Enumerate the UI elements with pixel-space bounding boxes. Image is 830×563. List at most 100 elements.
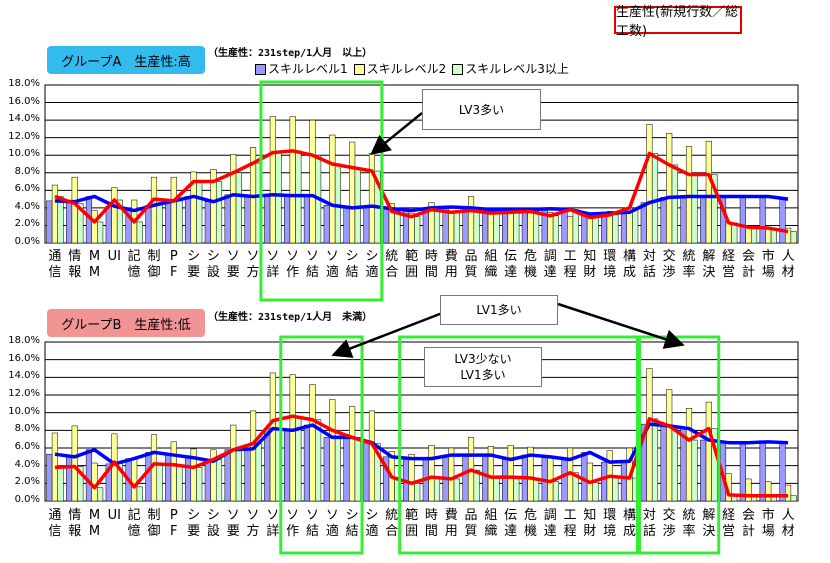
x-category-label: 危機: [523, 249, 537, 280]
bar-level3: [453, 478, 460, 502]
x-category-label: 範囲: [405, 249, 419, 280]
bar-level1: [640, 202, 647, 244]
bar-level3: [632, 207, 639, 244]
legend-item-level1: スキルレベル1: [255, 60, 348, 77]
y-tick-label: 0.0%: [14, 494, 40, 505]
bar-level3: [97, 487, 104, 502]
bar-level3: [513, 476, 520, 502]
bar-level3: [513, 212, 520, 244]
bar-level2: [666, 389, 673, 502]
bar-level1: [779, 198, 786, 244]
line-level3: [54, 149, 789, 234]
bar-level3: [651, 418, 659, 502]
bar-level3: [215, 181, 223, 244]
x-category-label: ソ適: [325, 249, 339, 280]
bar-level2: [91, 210, 98, 244]
bar-level2: [487, 211, 494, 244]
bar-level1: [224, 449, 231, 502]
bar-level1: [482, 209, 489, 244]
bar-level3: [473, 469, 480, 502]
x-category-label: MM: [88, 508, 101, 539]
bar-level2: [170, 441, 177, 502]
legend-swatch-level2: [353, 64, 365, 75]
bar-level1: [165, 454, 172, 502]
bar-level1: [700, 439, 707, 502]
x-category-label: UI: [107, 249, 122, 264]
bar-level2: [309, 384, 316, 502]
bar-level3: [592, 482, 599, 502]
highlight-box: [398, 335, 641, 555]
line-level3: [54, 414, 789, 498]
x-category-label: シ適: [365, 249, 379, 280]
bar-level2: [111, 187, 118, 244]
bar-level1: [462, 207, 469, 244]
bar-level2: [269, 116, 276, 244]
bar-level1: [620, 461, 628, 502]
x-category-label: 人材: [781, 508, 795, 539]
bar-level1: [165, 200, 172, 244]
x-category-label: UI: [107, 508, 122, 523]
x-category-label: MM: [88, 249, 101, 280]
x-category-label: 調達: [543, 508, 557, 539]
x-category-label: ソ結: [305, 508, 319, 539]
x-category-label: 時間: [424, 249, 438, 280]
x-category-label: 経営: [722, 249, 736, 280]
x-category-label: 解決: [702, 508, 716, 539]
bar-level2: [567, 216, 574, 244]
x-category-label: ソ方: [246, 249, 260, 280]
bar-level3: [711, 174, 718, 244]
bar-level3: [57, 196, 64, 244]
bar-level3: [790, 495, 797, 502]
x-category-label: 情報: [68, 249, 82, 280]
bar-level1: [502, 209, 509, 244]
x-category-label: 情報: [68, 508, 82, 539]
bar-level3: [77, 203, 84, 244]
bar-level3: [414, 483, 421, 502]
y-tick-label: 14.0%: [8, 113, 40, 125]
bar-level1: [184, 457, 192, 502]
bar-level3: [414, 216, 421, 244]
bar-level3: [215, 459, 223, 502]
bar-level3: [394, 211, 401, 244]
line-level1: [54, 192, 789, 216]
x-category-label: シ設: [206, 249, 220, 280]
bar-level2: [91, 462, 98, 502]
y-tick-label: 6.0%: [14, 183, 40, 195]
arrow: [331, 310, 446, 358]
bar-level2: [785, 484, 792, 502]
bar-level3: [651, 153, 659, 244]
x-category-label: シ結: [345, 249, 359, 280]
x-category-label: ソ結: [305, 249, 319, 280]
x-category-label: 統率: [682, 508, 696, 539]
bar-level2: [51, 184, 58, 244]
y-tick-label: 14.0%: [8, 370, 40, 382]
bar-level2: [507, 211, 514, 244]
bar-level1: [343, 437, 350, 502]
x-category-label: ソ方: [246, 508, 260, 539]
bar-level1: [739, 442, 746, 502]
x-category-label: 範囲: [405, 508, 419, 539]
legend-swatch-level1: [255, 64, 266, 75]
x-category-label: 記憶: [127, 249, 141, 280]
bar-level1: [284, 430, 291, 502]
bar-level3: [493, 212, 500, 244]
bar-level3: [136, 221, 143, 244]
bar-level2: [250, 410, 257, 502]
x-category-label: 危機: [523, 508, 537, 539]
x-category-label: 環境: [603, 249, 617, 280]
bar-level2: [150, 176, 158, 244]
bar-level3: [315, 419, 322, 502]
bar-level3: [433, 476, 441, 502]
x-category-label: 対話: [642, 508, 656, 539]
bar-level1: [204, 461, 211, 502]
y-tick-label: 8.0%: [14, 423, 40, 435]
legend-swatch-level3: [452, 64, 464, 75]
bar-level1: [85, 449, 92, 502]
bar-level2: [705, 401, 712, 502]
legend-item-level3: スキルレベル3以上: [452, 60, 569, 77]
bar-level1: [244, 196, 251, 244]
bar-level2: [71, 176, 78, 244]
bar-level3: [176, 464, 183, 502]
y-tick-label: 8.0%: [14, 165, 40, 177]
